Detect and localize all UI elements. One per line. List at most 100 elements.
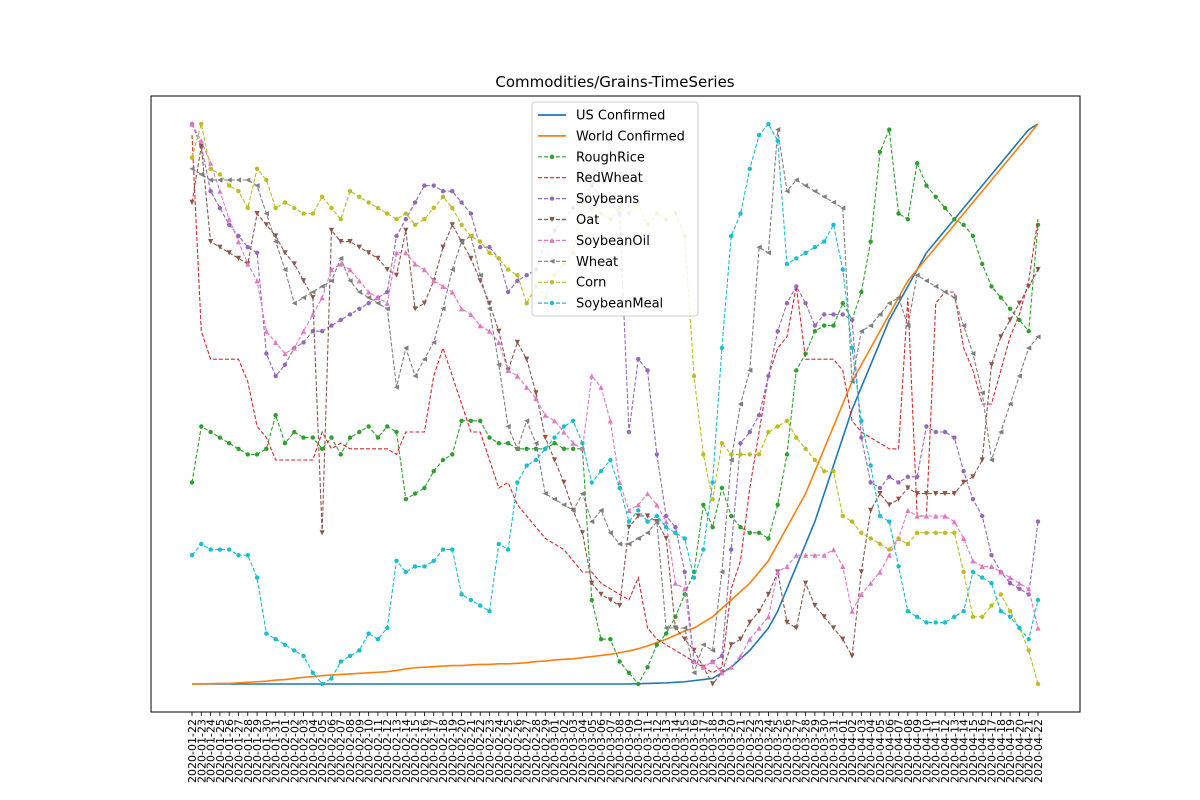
data-point-oat [970, 474, 976, 480]
data-point-wheat [477, 272, 483, 278]
data-point-soybeanoil [551, 418, 558, 424]
data-point-roughrice [868, 239, 873, 244]
x-tick-label: 2020-02-17 [428, 719, 441, 783]
data-point-soybeanoil [403, 250, 409, 256]
data-point-roughrice [710, 525, 715, 530]
data-point-soybeanoil [319, 295, 325, 301]
data-point-wheat [310, 289, 316, 295]
data-point-soybeanoil [775, 569, 781, 575]
data-point-oat [728, 642, 734, 648]
legend-label: Soybeans [576, 192, 639, 207]
data-point-roughrice [738, 525, 743, 530]
x-tick-label: 2020-03-13 [660, 719, 673, 783]
data-point-soybeanoil [226, 216, 232, 222]
data-point-soybeans [1017, 586, 1022, 591]
data-point-corn [208, 166, 213, 171]
data-point-soybeanoil [263, 328, 269, 334]
data-point-soybeanmeal [952, 614, 957, 619]
data-point-corn [217, 172, 223, 177]
x-tick-label: 2020-04-14 [958, 719, 971, 783]
x-tick-label: 2020-02-13 [391, 719, 404, 783]
data-point-wheat [691, 670, 697, 676]
data-point-oat [998, 334, 1004, 340]
data-point-soybeans [905, 474, 911, 479]
data-point-soybeanoil [635, 502, 641, 508]
data-point-wheat [942, 289, 948, 295]
data-point-soybeans [385, 289, 390, 295]
data-point-oat [644, 513, 651, 519]
data-point-corn [1026, 648, 1031, 653]
x-tick-label: 2020-01-30 [260, 719, 273, 783]
data-point-soybeanoil [849, 608, 855, 614]
data-point-soybeanmeal [347, 653, 353, 659]
data-point-roughrice [812, 329, 818, 334]
data-point-oat [328, 227, 335, 233]
x-tick-label: 2020-04-03 [855, 719, 868, 783]
data-point-wheat [617, 541, 623, 547]
data-point-soybeanmeal [245, 553, 250, 558]
data-point-corn [691, 373, 697, 379]
data-point-wheat [840, 205, 846, 211]
data-point-soybeanmeal [217, 547, 223, 552]
data-point-soybeanmeal [524, 463, 529, 468]
data-point-soybeans [477, 245, 483, 250]
data-point-wheat [412, 373, 418, 379]
data-point-roughrice [961, 222, 966, 227]
data-point-wheat [905, 323, 911, 329]
data-point-corn [729, 452, 734, 457]
data-point-soybeanoil [970, 558, 976, 564]
data-point-oat [338, 239, 344, 245]
data-point-roughrice [701, 502, 706, 507]
legend-item-oat: Oat [538, 213, 599, 228]
data-point-corn [338, 217, 343, 222]
data-point-soybeanmeal [766, 121, 771, 127]
x-tick-label: 2020-03-19 [716, 719, 729, 783]
data-point-corn [980, 614, 985, 619]
legend-label: RoughRice [576, 150, 645, 165]
x-tick-label: 2020-02-06 [325, 719, 338, 783]
series-line-soybeanmeal [191, 123, 1039, 685]
data-point-roughrice [264, 446, 269, 451]
series-line-roughrice [191, 129, 1039, 685]
data-point-corn [1007, 609, 1013, 614]
data-point-soybeanoil [1007, 575, 1013, 581]
data-point-soybeanmeal [608, 457, 613, 463]
data-point-soybeanmeal [208, 547, 213, 552]
legend-label: Corn [576, 276, 606, 291]
data-point-oat [1016, 300, 1023, 306]
data-point-wheat [710, 647, 716, 653]
x-tick-label: 2020-03-25 [772, 719, 785, 783]
data-point-roughrice [496, 441, 501, 446]
data-point-roughrice [905, 217, 911, 222]
data-point-roughrice [385, 424, 390, 429]
data-point-corn [394, 217, 399, 222]
data-point-roughrice [608, 637, 613, 642]
x-tick-label: 2020-02-15 [409, 719, 422, 783]
data-point-soybeanoil [431, 278, 437, 284]
data-point-roughrice [1026, 329, 1031, 334]
data-point-soybeanoil [310, 311, 316, 317]
data-point-soybeanmeal [505, 547, 511, 552]
data-point-soybeanmeal [282, 642, 288, 647]
data-point-soybeanoil [868, 580, 874, 586]
data-point-wheat [858, 328, 864, 334]
data-point-roughrice [794, 368, 799, 373]
data-point-roughrice [422, 485, 427, 491]
data-point-soybeans [515, 278, 520, 283]
data-point-soybeans [366, 301, 371, 306]
data-point-roughrice [775, 502, 780, 507]
data-point-corn [226, 183, 232, 188]
x-tick-label: 2020-02-05 [316, 719, 329, 783]
data-point-corn [329, 205, 334, 211]
data-point-wheat [486, 306, 493, 312]
data-point-oat [579, 530, 586, 536]
data-point-wheat [589, 519, 595, 525]
data-point-corn [375, 205, 381, 211]
data-point-roughrice [589, 597, 594, 603]
data-point-soybeanmeal [598, 469, 604, 474]
data-point-corn [385, 211, 390, 216]
data-point-oat [468, 255, 474, 261]
data-point-roughrice [784, 452, 790, 457]
data-point-soybeanoil [356, 278, 362, 284]
x-tick-label: 2020-01-23 [195, 719, 208, 783]
